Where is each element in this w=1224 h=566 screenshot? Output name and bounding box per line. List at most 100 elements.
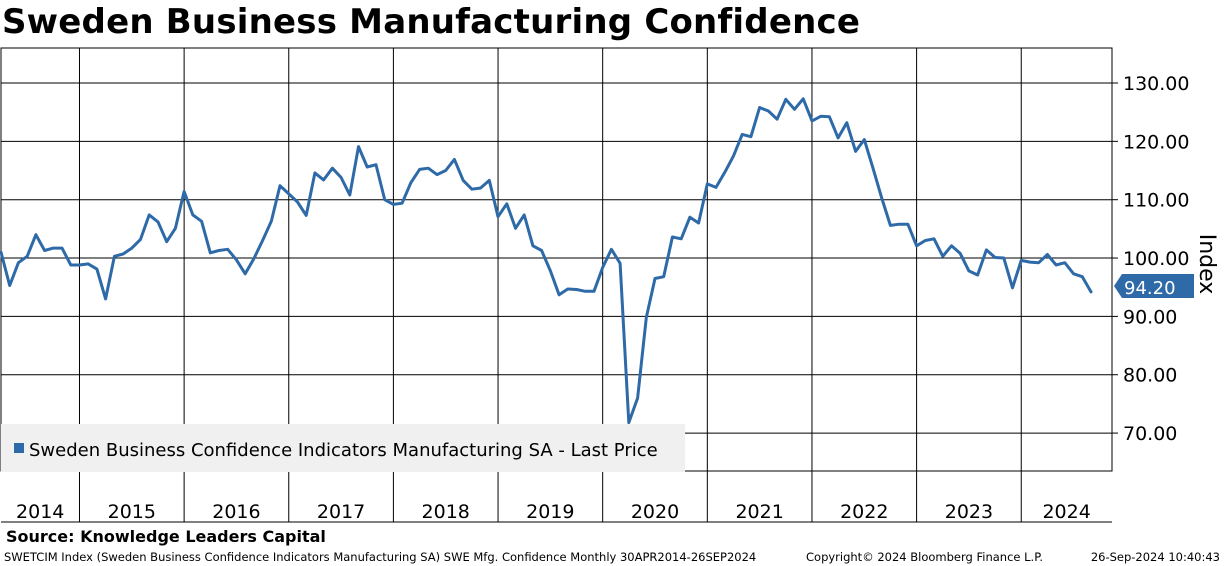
data-point bbox=[907, 223, 909, 225]
footer-timestamp: 26-Sep-2024 10:40:43 bbox=[1090, 550, 1220, 564]
data-point bbox=[732, 155, 735, 157]
footer-copyright: Copyright© 2024 Bloomberg Finance L.P. bbox=[806, 550, 1043, 564]
x-tick-label: 2020 bbox=[631, 501, 679, 523]
data-point bbox=[872, 167, 874, 169]
data-point bbox=[44, 249, 46, 252]
data-point bbox=[174, 227, 176, 229]
data-point bbox=[296, 201, 299, 203]
data-point bbox=[846, 122, 848, 124]
data-point bbox=[366, 166, 368, 168]
data-point bbox=[602, 266, 604, 268]
data-point bbox=[192, 214, 194, 216]
chart-title: Sweden Business Manufacturing Confidence bbox=[2, 2, 861, 42]
data-point bbox=[357, 146, 360, 148]
data-point bbox=[9, 284, 11, 287]
data-point bbox=[541, 249, 543, 252]
y-tick-label: 100.00 bbox=[1123, 248, 1189, 270]
data-point bbox=[445, 169, 447, 172]
data-point bbox=[942, 255, 944, 257]
data-point bbox=[654, 277, 656, 280]
data-point bbox=[680, 238, 682, 240]
data-point bbox=[323, 179, 325, 181]
data-point bbox=[78, 264, 81, 266]
data-point bbox=[70, 264, 72, 266]
data-point bbox=[35, 234, 37, 236]
data-point bbox=[715, 186, 717, 188]
last-value-marker bbox=[1114, 274, 1194, 298]
x-tick-label: 2021 bbox=[735, 501, 783, 523]
data-point bbox=[253, 258, 255, 260]
data-point bbox=[567, 288, 569, 290]
data-point bbox=[637, 397, 639, 399]
series-layer bbox=[0, 97, 1093, 425]
data-point bbox=[122, 253, 124, 255]
data-point bbox=[0, 251, 2, 253]
x-axis: 2014 2015 2016 2017 2018 2019 2020 2021 2022 2023… bbox=[1, 501, 1112, 523]
data-point bbox=[663, 276, 665, 278]
data-point bbox=[514, 227, 517, 229]
data-point bbox=[863, 139, 865, 141]
data-point bbox=[671, 236, 674, 238]
last-value-tag: 94.20 bbox=[1114, 274, 1194, 299]
x-tick-label: 2015 bbox=[108, 501, 156, 523]
x-tick-label: 2018 bbox=[422, 501, 470, 523]
data-point bbox=[689, 216, 691, 218]
data-point bbox=[985, 249, 988, 251]
data-point bbox=[384, 199, 386, 201]
data-point bbox=[244, 273, 246, 275]
data-point bbox=[314, 172, 316, 174]
data-point bbox=[480, 187, 482, 189]
data-point bbox=[340, 176, 342, 179]
data-point bbox=[706, 183, 708, 185]
data-point bbox=[183, 190, 185, 193]
data-point bbox=[349, 194, 351, 196]
data-point bbox=[549, 270, 552, 272]
x-tick-label: 2024 bbox=[1042, 501, 1090, 523]
y-tick-label: 80.00 bbox=[1123, 365, 1177, 387]
data-point bbox=[305, 214, 307, 216]
data-point bbox=[916, 245, 918, 247]
data-point bbox=[811, 120, 813, 122]
data-point bbox=[593, 290, 595, 292]
data-point bbox=[157, 221, 159, 223]
data-point bbox=[855, 150, 857, 152]
data-point bbox=[759, 106, 761, 109]
x-tick-label: 2016 bbox=[212, 501, 260, 523]
data-point bbox=[785, 98, 787, 100]
data-point bbox=[436, 174, 438, 176]
y-axis-label: Index bbox=[1194, 234, 1219, 295]
y-tick-label: 70.00 bbox=[1123, 423, 1177, 445]
data-point bbox=[1073, 273, 1075, 275]
data-point bbox=[427, 167, 429, 169]
data-point bbox=[523, 214, 525, 216]
y-tick-label: 110.00 bbox=[1123, 190, 1189, 212]
data-point bbox=[950, 245, 953, 247]
data-point bbox=[262, 239, 264, 242]
data-point bbox=[828, 116, 831, 118]
data-point bbox=[227, 248, 229, 250]
data-point bbox=[619, 262, 621, 264]
data-point bbox=[820, 115, 822, 117]
data-point bbox=[924, 239, 926, 242]
data-point bbox=[1029, 261, 1031, 263]
data-point bbox=[767, 110, 770, 112]
data-point bbox=[776, 118, 778, 120]
data-point bbox=[959, 252, 961, 254]
last-value-label: 94.20 bbox=[1124, 278, 1176, 299]
data-point bbox=[235, 259, 237, 261]
series-line bbox=[0, 97, 1093, 425]
data-point bbox=[17, 262, 19, 264]
data-point bbox=[401, 202, 403, 204]
data-point bbox=[1020, 259, 1022, 261]
y-tick-label: 120.00 bbox=[1123, 131, 1189, 153]
data-point bbox=[61, 247, 63, 249]
data-point bbox=[881, 197, 883, 199]
data-point bbox=[1011, 287, 1014, 289]
data-point bbox=[532, 245, 534, 247]
legend-box bbox=[1, 424, 685, 472]
data-point bbox=[497, 216, 499, 218]
data-point bbox=[96, 268, 98, 270]
data-point bbox=[87, 263, 89, 265]
data-point bbox=[698, 222, 700, 224]
